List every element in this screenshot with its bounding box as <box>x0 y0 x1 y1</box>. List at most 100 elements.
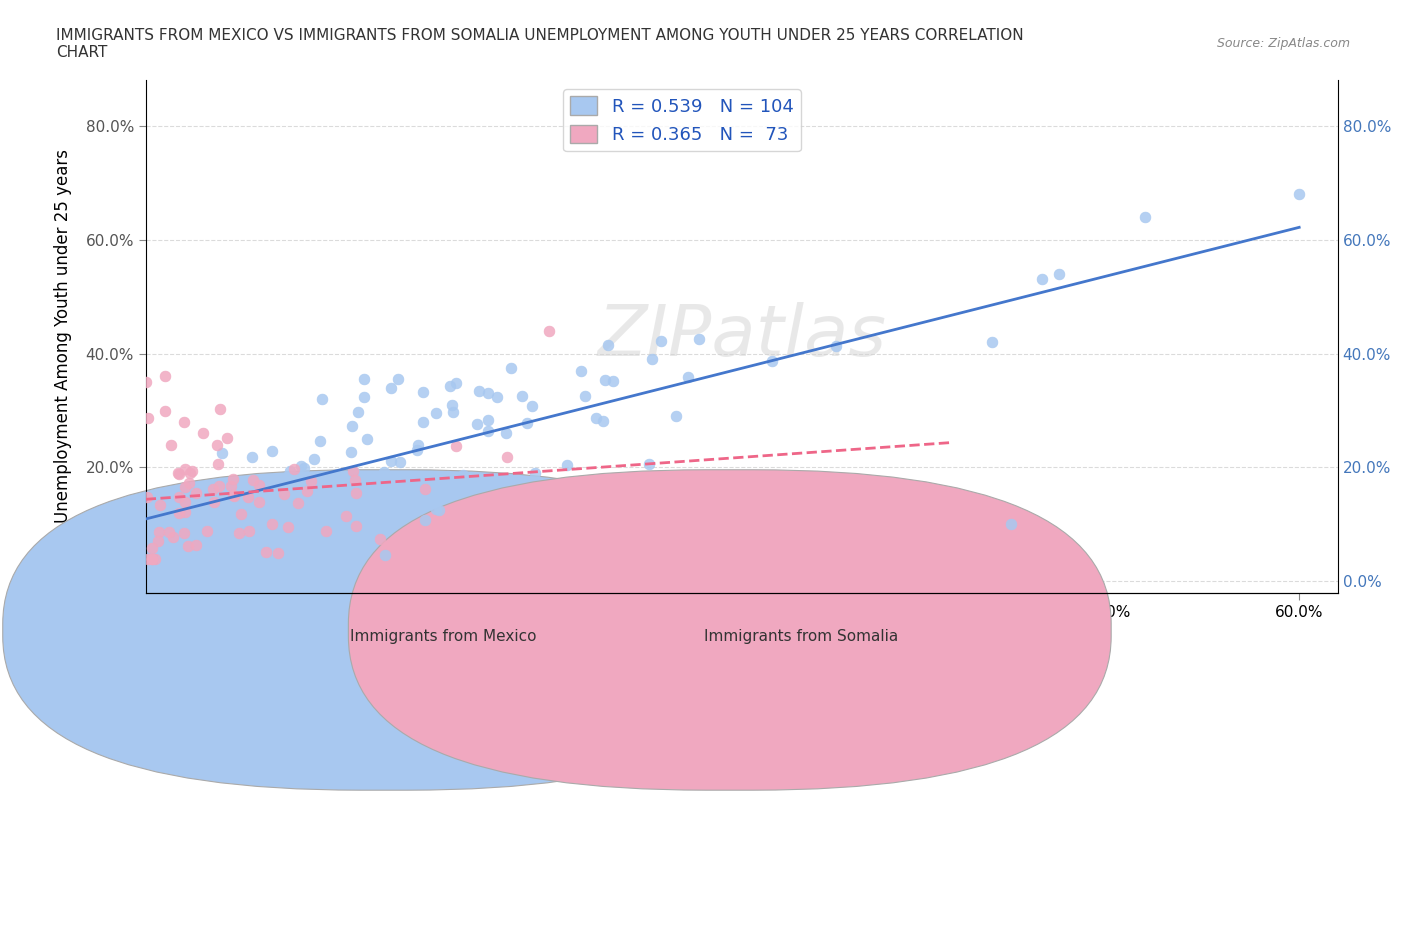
Point <box>665 408 688 423</box>
Legend: R = 0.539   N = 104, R = 0.365   N =  73: R = 0.539 N = 104, R = 0.365 N = 73 <box>564 89 801 152</box>
Point <box>477 423 499 438</box>
Point <box>277 469 299 484</box>
Point <box>370 532 392 547</box>
Point <box>406 438 429 453</box>
Point <box>222 487 245 502</box>
Point <box>688 332 710 347</box>
Point <box>242 472 264 487</box>
Point <box>437 469 460 484</box>
Point <box>211 551 233 566</box>
Point <box>340 517 363 532</box>
Point <box>477 385 499 400</box>
Point <box>489 532 512 547</box>
Point <box>485 390 508 405</box>
Point <box>510 388 533 403</box>
Point <box>173 462 195 477</box>
Point <box>219 479 242 494</box>
Point <box>167 505 190 520</box>
Point <box>162 529 184 544</box>
Point <box>465 417 488 432</box>
Point <box>181 500 204 515</box>
Point <box>256 497 278 512</box>
Point <box>388 454 411 469</box>
Point <box>148 525 170 539</box>
Point <box>135 489 157 504</box>
Point <box>596 338 619 352</box>
Point <box>412 415 434 430</box>
Point <box>318 485 340 500</box>
Point <box>307 482 329 497</box>
Point <box>180 551 202 566</box>
Point <box>215 485 238 499</box>
Point <box>444 439 467 454</box>
Point <box>135 375 157 390</box>
Point <box>425 405 447 420</box>
Point <box>328 469 350 484</box>
Point <box>309 487 332 502</box>
Point <box>186 485 208 500</box>
Point <box>415 482 437 497</box>
Point <box>413 485 436 499</box>
Point <box>141 540 163 555</box>
Text: Immigrants from Mexico: Immigrants from Mexico <box>350 629 537 644</box>
Point <box>412 385 434 400</box>
Point <box>204 499 226 514</box>
Point <box>179 466 201 481</box>
Point <box>157 525 180 539</box>
Point <box>356 474 378 489</box>
Point <box>468 384 491 399</box>
Point <box>342 464 364 479</box>
Point <box>356 432 378 446</box>
Point <box>283 461 305 476</box>
Point <box>592 414 614 429</box>
Point <box>153 369 176 384</box>
Point <box>278 463 301 478</box>
Point <box>167 490 190 505</box>
Point <box>238 524 260 538</box>
Point <box>499 360 522 375</box>
Point <box>335 509 357 524</box>
Point <box>238 529 260 544</box>
Point <box>557 458 579 472</box>
Point <box>222 488 245 503</box>
Point <box>427 503 450 518</box>
Point <box>342 418 364 433</box>
Text: Source: ZipAtlas.com: Source: ZipAtlas.com <box>1216 37 1350 50</box>
Point <box>347 405 370 419</box>
Y-axis label: Unemployment Among Youth under 25 years: Unemployment Among Youth under 25 years <box>53 150 72 524</box>
Point <box>166 465 188 480</box>
Point <box>222 472 245 486</box>
Point <box>315 524 337 538</box>
Point <box>425 501 447 516</box>
Point <box>153 403 176 418</box>
Point <box>825 339 848 353</box>
Point <box>277 500 299 515</box>
Point <box>202 481 225 496</box>
FancyBboxPatch shape <box>3 470 765 790</box>
Point <box>406 443 429 458</box>
Point <box>451 467 474 482</box>
Point <box>339 445 361 459</box>
Point <box>238 495 260 510</box>
Point <box>343 472 366 487</box>
Point <box>264 495 287 510</box>
Point <box>387 371 409 386</box>
Point <box>343 464 366 479</box>
Point <box>496 450 519 465</box>
Point <box>211 445 233 460</box>
Point <box>273 486 295 501</box>
Point <box>477 413 499 428</box>
Point <box>260 517 283 532</box>
Point <box>585 410 607 425</box>
Point <box>374 548 396 563</box>
Point <box>1047 266 1070 281</box>
Point <box>439 379 461 393</box>
Point <box>231 483 253 498</box>
Text: IMMIGRANTS FROM MEXICO VS IMMIGRANTS FROM SOMALIA UNEMPLOYMENT AMONG YOUTH UNDER: IMMIGRANTS FROM MEXICO VS IMMIGRANTS FRO… <box>56 28 1024 60</box>
Point <box>676 369 699 384</box>
Point <box>247 495 270 510</box>
Point <box>297 484 319 498</box>
Point <box>228 525 250 540</box>
Point <box>266 472 288 486</box>
Point <box>641 352 664 367</box>
